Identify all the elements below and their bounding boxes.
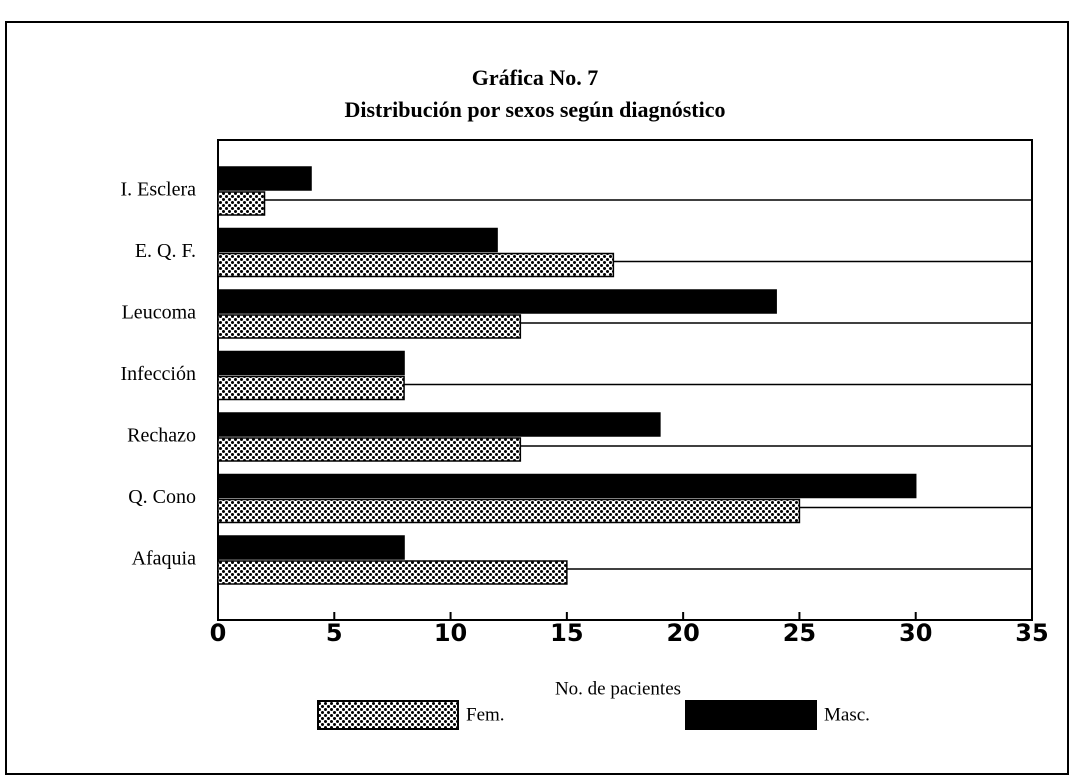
legend-label: Fem. (466, 704, 505, 725)
x-tick-label: 30 (899, 619, 932, 647)
bar (217, 314, 522, 339)
y-tick-label: Infección (120, 363, 196, 385)
bar (217, 498, 801, 524)
legend-label: Masc. (824, 704, 870, 725)
bar (217, 289, 777, 314)
x-tick-label: 15 (550, 619, 583, 647)
y-tick-label: I. Esclera (120, 179, 196, 201)
chart-title: Gráfica No. 7 (472, 65, 598, 90)
y-tick-label: Afaquia (132, 548, 197, 570)
x-tick-label: 5 (326, 619, 343, 647)
legend-swatch (317, 700, 459, 730)
bar (217, 166, 312, 191)
x-axis-title: No. de pacientes (555, 678, 681, 699)
bar (217, 252, 615, 278)
bar (217, 535, 405, 560)
y-tick-label: Rechazo (127, 425, 196, 447)
x-tick-label: 20 (666, 619, 699, 647)
x-tick-label: 0 (210, 619, 227, 647)
y-tick-label: Leucoma (122, 302, 197, 324)
y-tick-label: E. Q. F. (135, 240, 196, 262)
bar (217, 191, 266, 216)
bar (217, 412, 661, 437)
y-tick-label: Q. Cono (128, 486, 196, 508)
bar (217, 437, 522, 462)
bar (217, 375, 405, 401)
frame (5, 21, 1069, 775)
x-tick-label: 35 (1015, 619, 1048, 647)
x-tick-label: 10 (434, 619, 467, 647)
chart-subtitle: Distribución por sexos según diagnóstico (345, 97, 726, 122)
bar (217, 350, 405, 376)
bar (217, 227, 498, 253)
x-tick-label: 25 (783, 619, 816, 647)
bar (217, 473, 917, 499)
legend-swatch (685, 700, 817, 730)
bar (217, 560, 568, 585)
